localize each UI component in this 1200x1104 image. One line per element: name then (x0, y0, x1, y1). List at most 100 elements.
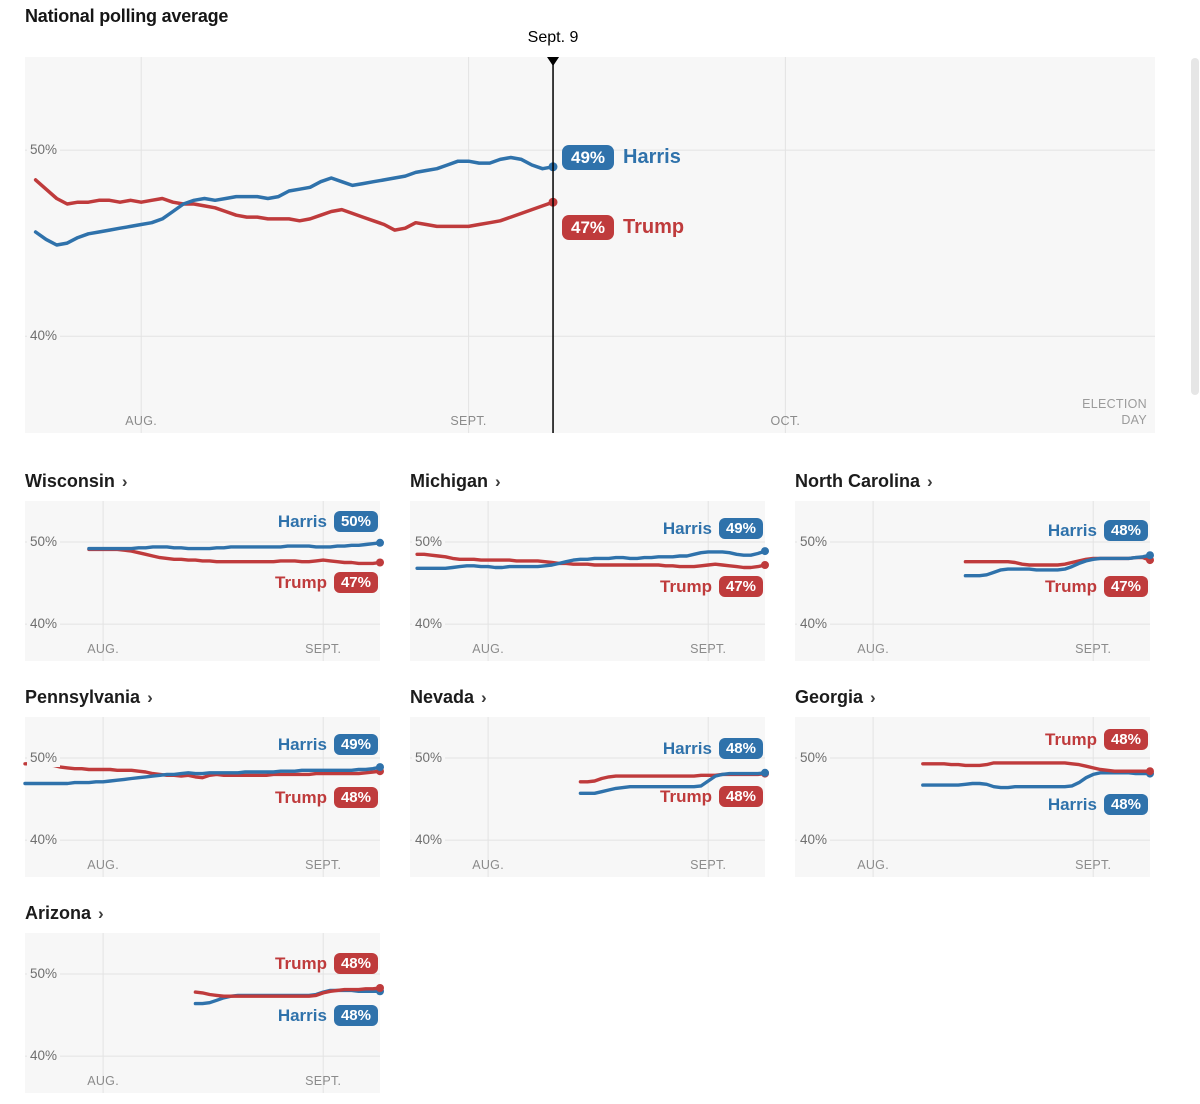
y-axis-tick-50: 50% (412, 749, 446, 768)
y-axis-tick-50: 50% (27, 965, 61, 984)
pennsylvania-plot (23, 717, 384, 877)
trump-label: Trump (660, 786, 712, 806)
harris-label-group: Harris 49% (663, 518, 763, 539)
harris-line (33, 155, 555, 247)
y-axis-tick-50: 50% (797, 533, 831, 552)
y-axis-tick-40: 40% (27, 615, 61, 634)
harris-label: Harris (662, 518, 712, 538)
chevron-right-icon: › (927, 472, 933, 491)
state-link-north-carolina[interactable]: North Carolina › (795, 470, 1150, 493)
arizona-chart: 50% 40% AUG. SEPT. Trump 48% Harris 48% (25, 933, 384, 1093)
sept-9-marker-label: Sept. 9 (527, 29, 579, 46)
trump-line (415, 552, 767, 570)
harris-value-badge: 48% (1103, 520, 1148, 541)
state-title-text: North Carolina (795, 471, 921, 491)
state-title-text: Pennsylvania (25, 687, 141, 707)
harris-label-group: Harris 50% (278, 511, 378, 532)
state-title-text: Georgia (795, 687, 864, 707)
harris-label: Harris (277, 1005, 327, 1025)
y-axis-tick-40: 40% (27, 831, 61, 850)
trump-end-dot (761, 561, 769, 569)
x-axis-label-aug: AUG. (125, 414, 158, 428)
harris-line (963, 553, 1152, 578)
state-card-michigan: Michigan › 50% 40% AUG. SEPT. Harris 49% Trump 47… (410, 470, 769, 661)
trump-value-badge: 47% (718, 576, 763, 597)
state-card-georgia: Georgia › 50% 40% AUG. SEPT. Trump 48% Harris 48% (795, 686, 1154, 877)
harris-value-badge: 49% (718, 518, 763, 539)
chevron-right-icon: › (481, 688, 487, 707)
harris-label: Harris (662, 738, 712, 758)
harris-label-group: Harris 49% (278, 734, 378, 755)
trump-label-group: Trump 48% (660, 786, 763, 807)
north-carolina-plot (795, 501, 1154, 661)
page-title: National polling average (25, 6, 229, 26)
harris-value-badge: 49% (333, 734, 378, 755)
y-axis-tick-50: 50% (797, 749, 831, 768)
state-link-nevada[interactable]: Nevada › (410, 686, 765, 709)
north-carolina-chart: 50% 40% AUG. SEPT. Harris 48% Trump 47% (795, 501, 1154, 661)
state-card-nevada: Nevada › 50% 40% AUG. SEPT. Harris 48% Trump 48% (410, 686, 769, 877)
trump-line (33, 178, 555, 232)
harris-end-dot (761, 768, 769, 777)
trump-value-badge: 48% (1103, 729, 1148, 750)
x-axis-label-aug: AUG. (857, 858, 889, 872)
state-card-wisconsin: Wisconsin › 50% 40% AUG. SEPT. Harris 50% Trump 4… (25, 470, 384, 661)
state-link-georgia[interactable]: Georgia › (795, 686, 1150, 709)
state-link-arizona[interactable]: Arizona › (25, 902, 380, 925)
y-axis-tick-40: 40% (412, 615, 446, 634)
state-link-wisconsin[interactable]: Wisconsin › (25, 470, 380, 493)
scrollbar-thumb[interactable] (1191, 58, 1199, 395)
harris-value-badge: 49% (562, 145, 615, 170)
state-card-pennsylvania: Pennsylvania › 50% 40% AUG. SEPT. Harris 49% Tru… (23, 686, 384, 877)
trump-label: Trump (623, 216, 685, 238)
y-axis-tick-40: 40% (797, 831, 831, 850)
trump-value-badge: 48% (333, 787, 378, 808)
state-title-text: Wisconsin (25, 471, 115, 491)
x-axis-label-sept: SEPT. (1075, 642, 1112, 656)
y-axis-tick-40: 40% (27, 327, 61, 346)
harris-label: Harris (1047, 520, 1097, 540)
trump-label: Trump (275, 572, 327, 592)
state-link-michigan[interactable]: Michigan › (410, 470, 765, 493)
state-title-text: Nevada (410, 687, 475, 707)
wisconsin-chart: 50% 40% AUG. SEPT. Harris 50% Trump 47% (25, 501, 384, 661)
x-axis-label-aug: AUG. (472, 642, 504, 656)
chevron-right-icon: › (98, 904, 104, 923)
x-axis-label-sept: SEPT. (690, 642, 727, 656)
trump-label-group: Trump 48% (1045, 729, 1148, 750)
michigan-plot (410, 501, 769, 661)
harris-label-group: Harris 48% (663, 738, 763, 759)
pennsylvania-chart: 50% 40% AUG. SEPT. Harris 49% Trump 48% (23, 717, 384, 877)
trump-line (87, 547, 382, 566)
y-axis-tick-50: 50% (27, 141, 61, 160)
election-day-label-line: DAY (1121, 412, 1147, 427)
x-axis-label-oct: OCT. (770, 414, 801, 428)
state-link-pennsylvania[interactable]: Pennsylvania › (25, 686, 380, 709)
harris-value-badge: 50% (333, 511, 378, 532)
harris-value-badge: 48% (718, 738, 763, 759)
x-axis-label-sept: SEPT. (305, 858, 342, 872)
trump-label-group: Trump 48% (275, 787, 378, 808)
harris-end-dot (1146, 551, 1154, 560)
harris-end-dot (376, 763, 384, 772)
harris-value-badge: 48% (1103, 794, 1148, 815)
x-axis-label-aug: AUG. (87, 858, 119, 872)
national-chart: Sept. 9 50% 40% AUG. SEPT. OCT. ELECTION DAY 49%… (25, 29, 1155, 433)
harris-end-dot (761, 547, 769, 556)
trump-line (921, 761, 1152, 773)
harris-line (23, 765, 382, 786)
state-card-north-carolina: North Carolina › 50% 40% AUG. SEPT. Harris 48% T… (795, 470, 1154, 661)
trump-end-dot (376, 984, 384, 992)
x-axis-label-aug: AUG. (87, 1074, 119, 1088)
harris-line (415, 549, 767, 570)
y-axis-tick-40: 40% (797, 615, 831, 634)
trump-value-badge: 48% (333, 953, 378, 974)
x-axis-label-aug: AUG. (857, 642, 889, 656)
x-axis-label-sept: SEPT. (305, 642, 342, 656)
harris-value-badge: 48% (333, 1005, 378, 1026)
x-axis-label-aug: AUG. (472, 858, 504, 872)
y-axis-tick-40: 40% (27, 1047, 61, 1066)
state-card-arizona: Arizona › 50% 40% AUG. SEPT. Trump 48% Harris 48% (25, 902, 384, 1093)
trump-label-group: Trump 47% (275, 572, 378, 593)
